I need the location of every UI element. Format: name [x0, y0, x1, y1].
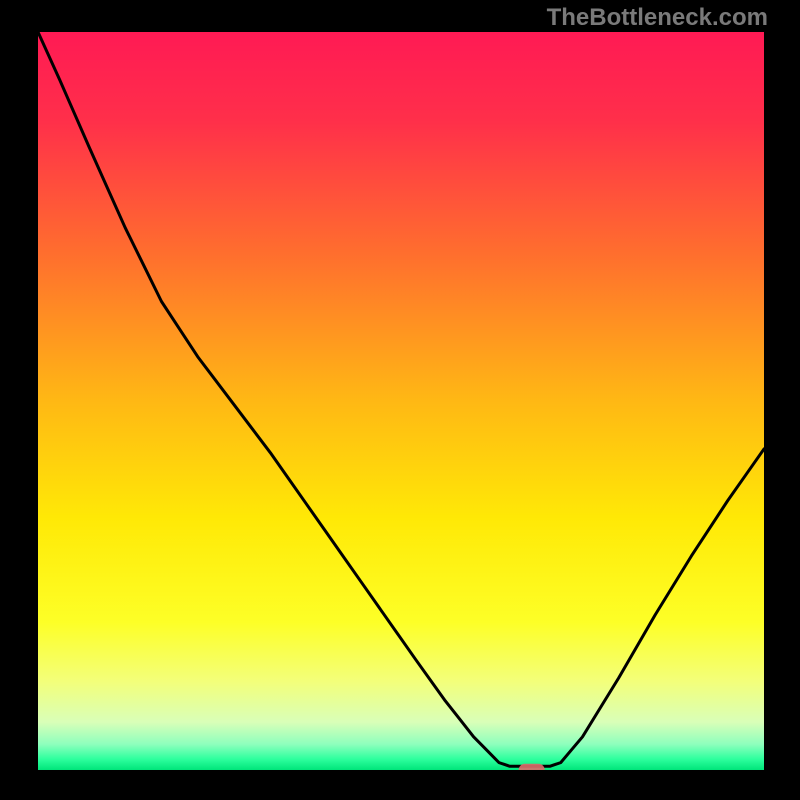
gradient-background [38, 32, 764, 770]
chart-svg [38, 32, 764, 770]
optimal-marker [519, 764, 545, 770]
plot-area [38, 32, 764, 770]
watermark-text: TheBottleneck.com [547, 4, 768, 32]
chart-frame: TheBottleneck.com [0, 0, 800, 800]
